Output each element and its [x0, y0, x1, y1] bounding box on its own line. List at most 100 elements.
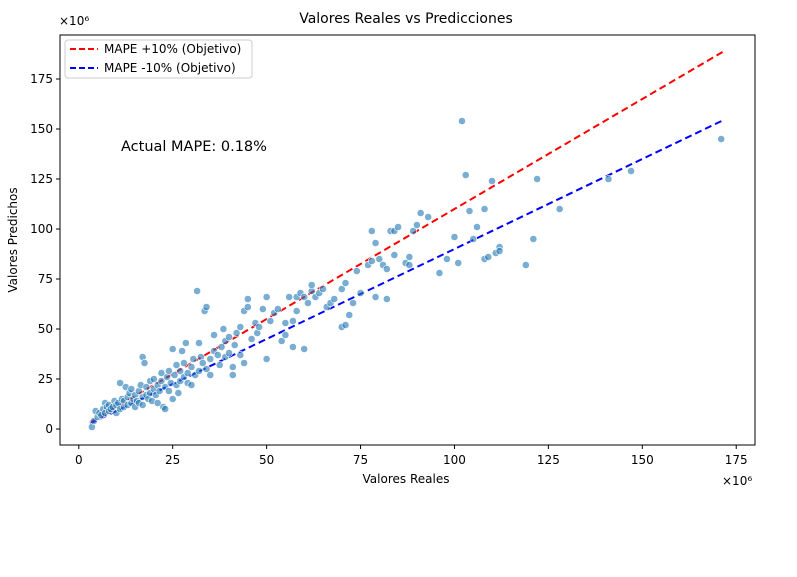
data-point	[281, 319, 290, 327]
data-point	[480, 205, 489, 213]
y-tick-label: 50	[38, 322, 53, 336]
data-point	[375, 255, 384, 263]
data-point	[236, 323, 245, 331]
data-point	[292, 307, 301, 315]
legend-label-plus: MAPE +10% (Objetivo)	[104, 42, 241, 56]
mape-annotation: Actual MAPE: 0.18%	[121, 139, 267, 155]
y-tick-label: 175	[30, 72, 53, 86]
data-point	[258, 305, 267, 313]
x-tick-label: 150	[631, 453, 654, 467]
data-point	[157, 369, 166, 377]
data-point	[243, 303, 252, 311]
data-point	[236, 351, 245, 359]
data-point	[300, 293, 309, 301]
data-point	[495, 247, 504, 255]
data-point	[165, 387, 173, 395]
data-point	[187, 363, 196, 371]
data-point	[307, 281, 316, 289]
data-point	[529, 235, 538, 243]
x-axis-label: Valores Reales	[363, 472, 450, 486]
data-point	[202, 365, 211, 373]
data-point	[225, 349, 233, 357]
data-point	[157, 377, 166, 385]
data-point	[330, 295, 339, 303]
data-point	[183, 369, 192, 377]
data-point	[352, 267, 361, 275]
data-point	[198, 359, 207, 367]
y-axis-label: Valores Predichos	[6, 187, 20, 292]
data-point	[225, 333, 233, 341]
data-point	[443, 255, 451, 263]
legend: MAPE +10% (Objetivo) MAPE -10% (Objetivo…	[64, 39, 253, 79]
data-point	[189, 355, 198, 363]
data-point	[213, 351, 222, 359]
data-point	[217, 343, 226, 351]
data-point	[174, 389, 183, 397]
data-point	[458, 117, 466, 125]
y-tick-label: 125	[30, 172, 53, 186]
data-point	[142, 383, 151, 391]
data-point	[341, 279, 350, 287]
data-point	[285, 293, 294, 301]
data-point	[165, 367, 173, 375]
data-point	[210, 331, 218, 339]
data-point	[405, 253, 414, 261]
data-point	[195, 367, 203, 375]
data-point	[356, 289, 365, 297]
data-point	[521, 261, 530, 269]
data-point	[555, 205, 564, 213]
legend-box	[64, 39, 253, 79]
data-point	[202, 303, 211, 311]
data-point	[277, 337, 286, 345]
data-point	[424, 213, 433, 221]
data-point	[187, 381, 196, 389]
data-point	[255, 323, 264, 331]
y-scale-label: ×10⁶	[59, 14, 89, 28]
data-point	[412, 221, 421, 229]
data-point	[627, 167, 635, 175]
data-point	[273, 305, 282, 313]
data-point	[155, 387, 164, 395]
data-point	[168, 345, 177, 353]
data-point	[371, 239, 380, 247]
data-point	[193, 287, 202, 295]
x-tick-label: 175	[725, 453, 748, 467]
data-point	[247, 335, 256, 343]
data-point	[266, 317, 275, 325]
data-point	[435, 269, 444, 277]
data-point	[300, 345, 309, 353]
data-point	[289, 343, 297, 351]
data-point	[262, 355, 271, 363]
data-point	[394, 223, 403, 231]
data-point	[240, 359, 248, 367]
y-tick-label: 100	[30, 222, 53, 236]
data-point	[484, 253, 493, 261]
y-tick-label: 150	[30, 122, 53, 136]
legend-label-minus: MAPE -10% (Objetivo)	[104, 61, 236, 75]
data-point	[168, 395, 177, 403]
y-tick-label: 0	[45, 422, 53, 436]
data-point	[176, 367, 185, 375]
mape-minus-10-line	[89, 118, 726, 425]
data-point	[281, 331, 290, 339]
chart-title: Valores Reales vs Predicciones	[299, 11, 513, 27]
y-tick-label: 75	[38, 272, 53, 286]
data-point	[319, 285, 327, 293]
data-point	[153, 399, 162, 407]
data-point	[416, 209, 425, 217]
x-tick-label: 75	[353, 453, 368, 467]
x-tick-label: 125	[537, 453, 560, 467]
data-point	[382, 265, 391, 273]
data-point	[465, 207, 474, 215]
data-point	[533, 175, 542, 183]
data-point	[138, 401, 147, 409]
data-point	[405, 261, 414, 269]
data-point	[367, 227, 376, 235]
x-tick-label: 100	[443, 453, 466, 467]
data-point	[450, 233, 459, 241]
x-tick-label: 25	[165, 453, 180, 467]
data-point	[461, 171, 470, 179]
data-point	[127, 385, 136, 393]
data-point	[161, 405, 170, 413]
data-point	[180, 359, 188, 367]
